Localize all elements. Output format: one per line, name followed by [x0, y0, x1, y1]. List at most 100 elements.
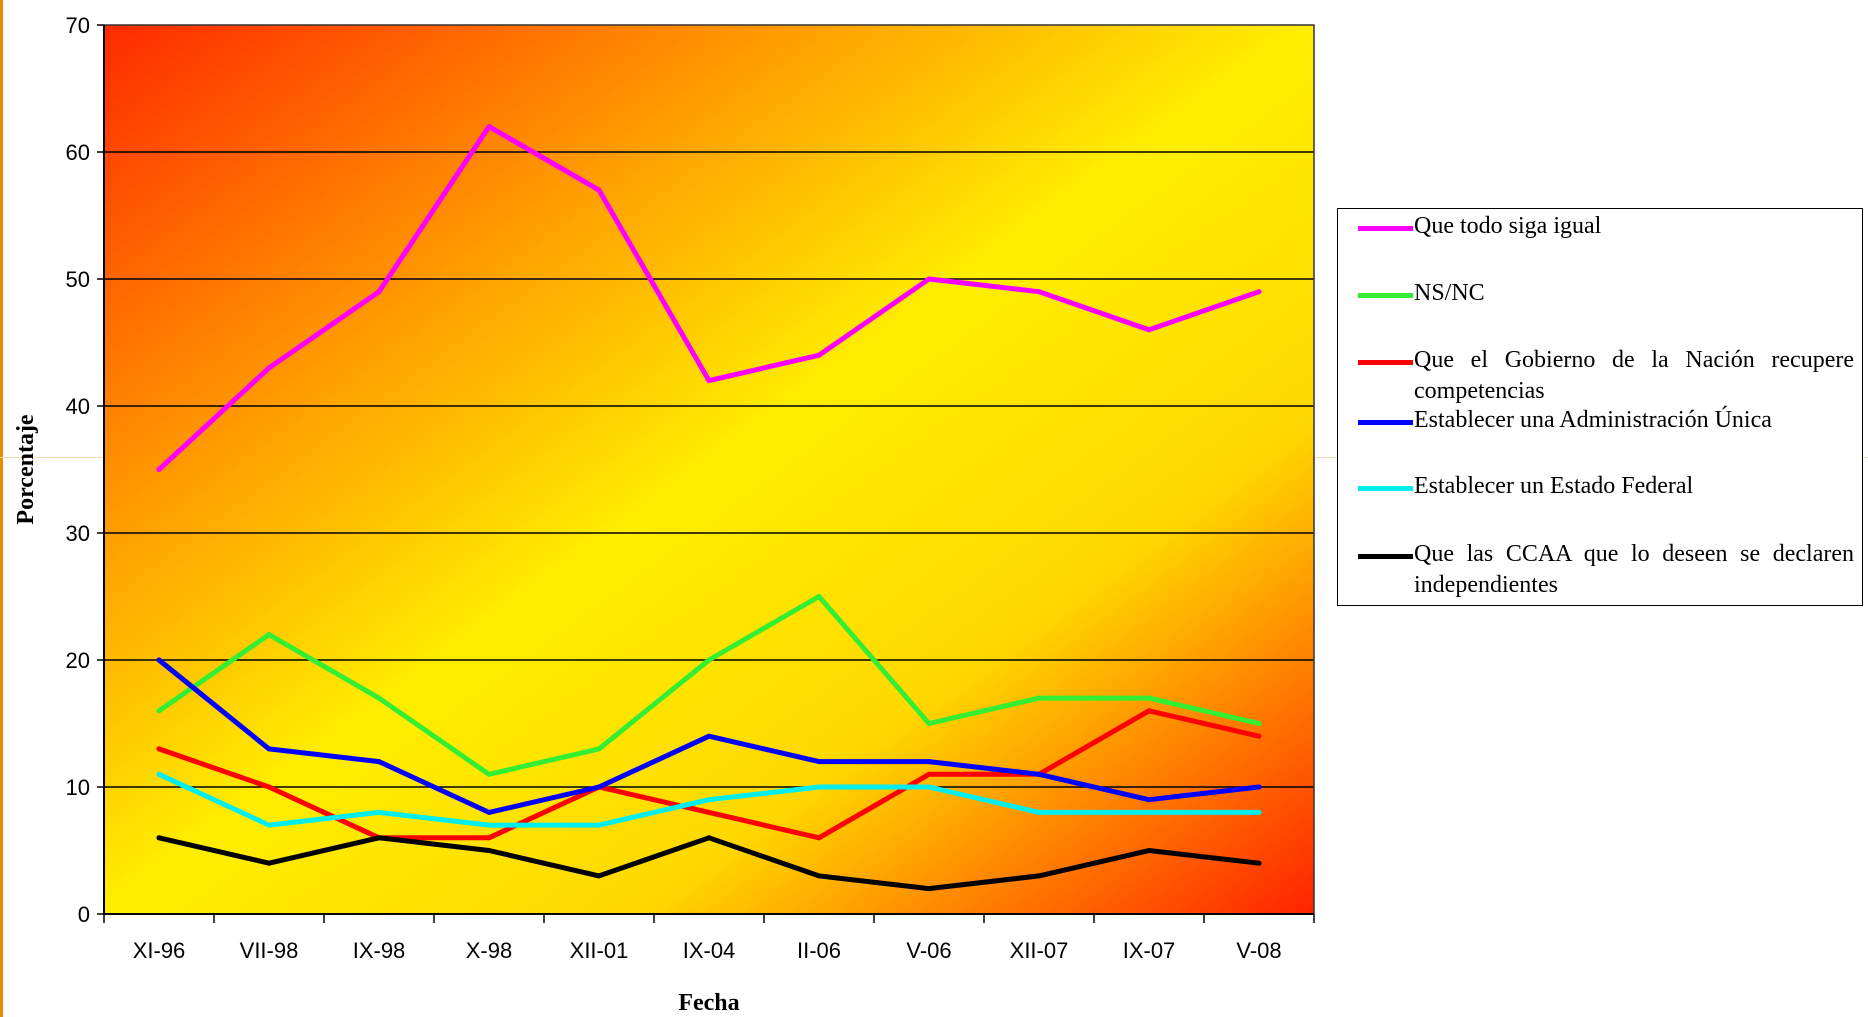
data-point [706, 809, 712, 815]
data-point [486, 822, 492, 828]
data-point [926, 759, 932, 765]
y-tick-label: 30 [66, 521, 90, 546]
y-tick-label: 50 [66, 267, 90, 292]
data-point [1256, 721, 1262, 726]
axes: 0 10 20 30 40 50 60 70 XI-96 VII-98 IX-98 X-98 XII-0… [66, 13, 1315, 963]
data-point [156, 771, 162, 777]
data-point [376, 809, 382, 815]
x-tick-label: VII-98 [240, 938, 299, 963]
data-point [816, 873, 822, 879]
data-point [266, 632, 272, 638]
data-point [706, 733, 712, 739]
legend-swatch [1358, 293, 1413, 298]
data-point [266, 365, 272, 371]
data-point [486, 848, 492, 853]
y-tick-label: 0 [78, 902, 90, 927]
data-point [1256, 809, 1262, 815]
data-point [156, 708, 162, 714]
x-tick-label: IX-04 [683, 938, 736, 963]
legend-label: Que las CCAA que lo deseen se declaren i… [1414, 541, 1854, 598]
data-point [1256, 289, 1262, 295]
data-point [1036, 771, 1042, 777]
legend-label: Establecer una Administración Única [1414, 407, 1772, 433]
data-point [706, 378, 712, 384]
data-point [266, 784, 272, 790]
line-chart: 0 10 20 30 40 50 60 70 XI-96 VII-98 IX-98 X-98 XII-0… [13, 13, 1315, 1016]
data-point [596, 746, 602, 752]
data-point [486, 124, 492, 130]
legend-swatch [1358, 360, 1413, 365]
data-point [816, 784, 822, 790]
legend-label: NS/NC [1414, 280, 1485, 306]
data-point [1256, 733, 1262, 739]
legend-label: Que todo siga igual [1414, 213, 1602, 239]
legend-swatch [1358, 226, 1413, 231]
y-axis-title: Porcentaje [13, 414, 39, 525]
data-point [816, 835, 822, 841]
data-point [1036, 289, 1042, 295]
y-tick-label: 40 [66, 394, 90, 419]
x-tick-label: V-06 [906, 938, 951, 963]
data-point [1146, 695, 1152, 701]
x-axis-title: Fecha [678, 990, 739, 1016]
series-lines [156, 124, 1262, 892]
data-point [816, 352, 822, 358]
y-tick-label: 60 [66, 140, 90, 165]
y-tick-label: 20 [66, 648, 90, 673]
data-point [596, 822, 602, 828]
data-point [266, 746, 272, 752]
data-point [926, 886, 932, 892]
x-tick-label: IX-98 [353, 938, 406, 963]
data-point [156, 835, 162, 841]
data-point [926, 276, 932, 282]
data-point [376, 695, 382, 701]
page-left-rule [0, 0, 3, 1017]
legend-swatch [1358, 420, 1413, 425]
data-point [1036, 809, 1042, 815]
data-point [816, 594, 822, 599]
data-point [1146, 848, 1152, 853]
data-point [376, 289, 382, 295]
data-point [816, 759, 822, 765]
x-tick-label: XII-07 [1010, 938, 1069, 963]
x-tick-label: XI-96 [133, 938, 186, 963]
data-point [156, 746, 162, 752]
data-point [706, 835, 712, 841]
data-point [156, 467, 162, 472]
data-point [486, 771, 492, 777]
plot-area [104, 25, 1314, 914]
legend-label: Establecer un Estado Federal [1414, 473, 1694, 499]
data-point [266, 860, 272, 866]
data-point [486, 835, 492, 841]
data-point [1256, 784, 1262, 790]
data-point [1256, 860, 1262, 866]
legend: Que todo siga igual NS/NC Que el Gobiern… [1337, 208, 1863, 606]
data-point [156, 657, 162, 663]
y-tick-label: 10 [66, 775, 90, 800]
x-tick-label: V-08 [1236, 938, 1281, 963]
y-tick-label: 70 [66, 13, 90, 38]
data-point [706, 657, 712, 663]
legend-swatch [1358, 554, 1413, 559]
data-point [926, 771, 932, 777]
data-point [486, 809, 492, 815]
x-tick-label: X-98 [466, 938, 512, 963]
x-tick-label: XII-01 [570, 938, 629, 963]
x-tick-label: IX-07 [1123, 938, 1176, 963]
legend-label: Que el Gobierno de la Nación recupere co… [1414, 347, 1854, 404]
data-point [706, 797, 712, 803]
data-point [596, 784, 602, 790]
legend-swatch [1358, 486, 1413, 491]
data-point [596, 873, 602, 879]
data-point [266, 822, 272, 828]
data-point [926, 721, 932, 726]
data-point [596, 187, 602, 193]
data-point [1036, 695, 1042, 701]
data-point [376, 759, 382, 765]
x-tick-label: II-06 [797, 938, 841, 963]
data-point [1146, 797, 1152, 803]
data-point [1146, 327, 1152, 333]
data-point [376, 835, 382, 841]
data-point [926, 784, 932, 790]
data-point [1146, 708, 1152, 714]
